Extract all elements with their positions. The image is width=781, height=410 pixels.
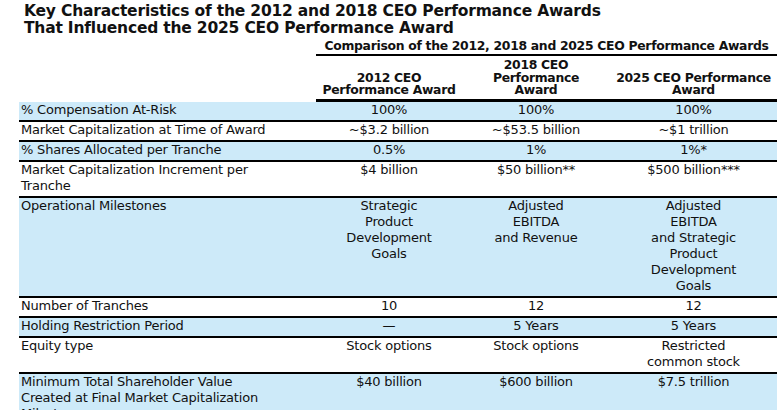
row-label: Equity type <box>19 338 316 372</box>
row-value-2012: — <box>316 318 462 336</box>
row-value-2025: 100% <box>610 102 777 120</box>
row-value-2018: ~$53.5 billion <box>462 122 610 140</box>
row-label: Operational Milestones <box>19 198 316 296</box>
table-row-number-of-tranches: Number of Tranches 10 12 12 <box>19 298 777 318</box>
row-value-2018: 1% <box>462 142 610 160</box>
column-header-2012: 2012 CEO Performance Award <box>316 72 462 99</box>
page-title: Key Characteristics of the 2012 and 2018… <box>24 3 781 37</box>
row-value-2012: 100% <box>316 102 462 120</box>
row-value-2012: Stock options <box>316 338 462 372</box>
table-row-compensation-at-risk: % Compensation At-Risk 100% 100% 100% <box>19 102 777 122</box>
row-value-2012: Strategic Product Development Goals <box>316 198 462 296</box>
row-label: Holding Restriction Period <box>19 318 316 336</box>
row-label: Market Capitalization at Time of Award <box>19 122 316 140</box>
row-value-2025: ~$1 trillion <box>610 122 777 140</box>
row-label: % Shares Allocated per Tranche <box>19 142 316 160</box>
table-row-shares-per-tranche: % Shares Allocated per Tranche 0.5% 1% 1… <box>19 142 777 162</box>
row-label: % Compensation At-Risk <box>19 102 316 120</box>
row-value-2025: 1%* <box>610 142 777 160</box>
document-page: Key Characteristics of the 2012 and 2018… <box>0 3 781 410</box>
table-row-operational-milestones: Operational Milestones Strategic Product… <box>19 198 777 298</box>
column-header-2018: 2018 CEO Performance Award <box>462 59 610 99</box>
table-row-market-cap-at-award: Market Capitalization at Time of Award ~… <box>19 122 777 142</box>
row-value-2012: 10 <box>316 298 462 316</box>
column-header-row: 2012 CEO Performance Award 2018 CEO Perf… <box>19 56 777 102</box>
column-headers: 2012 CEO Performance Award 2018 CEO Perf… <box>316 56 777 102</box>
row-value-2025: 12 <box>610 298 777 316</box>
row-value-2012: 0.5% <box>316 142 462 160</box>
row-value-2025: $500 billion*** <box>610 162 777 196</box>
row-label: Minimum Total Shareholder Value Created … <box>19 374 316 410</box>
row-label: Number of Tranches <box>19 298 316 316</box>
row-value-2018: Stock options <box>462 338 610 372</box>
row-value-2018: $600 billion <box>462 374 610 410</box>
table-row-min-shareholder-value: Minimum Total Shareholder Value Created … <box>19 374 777 410</box>
column-header-2025: 2025 CEO Performance Award <box>610 72 777 99</box>
row-value-2012: $4 billion <box>316 162 462 196</box>
row-value-2018: $50 billion** <box>462 162 610 196</box>
row-label: Market Capitalization Increment per Tran… <box>19 162 316 196</box>
row-value-2012: $40 billion <box>316 374 462 410</box>
comparison-table: Comparison of the 2012, 2018 and 2025 CE… <box>19 39 777 410</box>
table-caption-wrap: Comparison of the 2012, 2018 and 2025 CE… <box>316 39 777 56</box>
row-value-2018: Adjusted EBITDA and Revenue <box>462 198 610 296</box>
row-value-2025: 5 Years <box>610 318 777 336</box>
table-caption: Comparison of the 2012, 2018 and 2025 CE… <box>316 39 777 56</box>
row-value-2025: Adjusted EBITDA and Strategic Product De… <box>610 198 777 296</box>
column-header-spacer <box>19 56 316 102</box>
table-row-equity-type: Equity type Stock options Stock options … <box>19 338 777 374</box>
table-row-holding-restriction: Holding Restriction Period — 5 Years 5 Y… <box>19 318 777 338</box>
row-value-2012: ~$3.2 billion <box>316 122 462 140</box>
table-row-market-cap-increment: Market Capitalization Increment per Tran… <box>19 162 777 198</box>
row-value-2018: 12 <box>462 298 610 316</box>
row-value-2025: Restricted common stock <box>610 338 777 372</box>
row-value-2018: 5 Years <box>462 318 610 336</box>
row-value-2025: $7.5 trillion <box>610 374 777 410</box>
row-value-2018: 100% <box>462 102 610 120</box>
